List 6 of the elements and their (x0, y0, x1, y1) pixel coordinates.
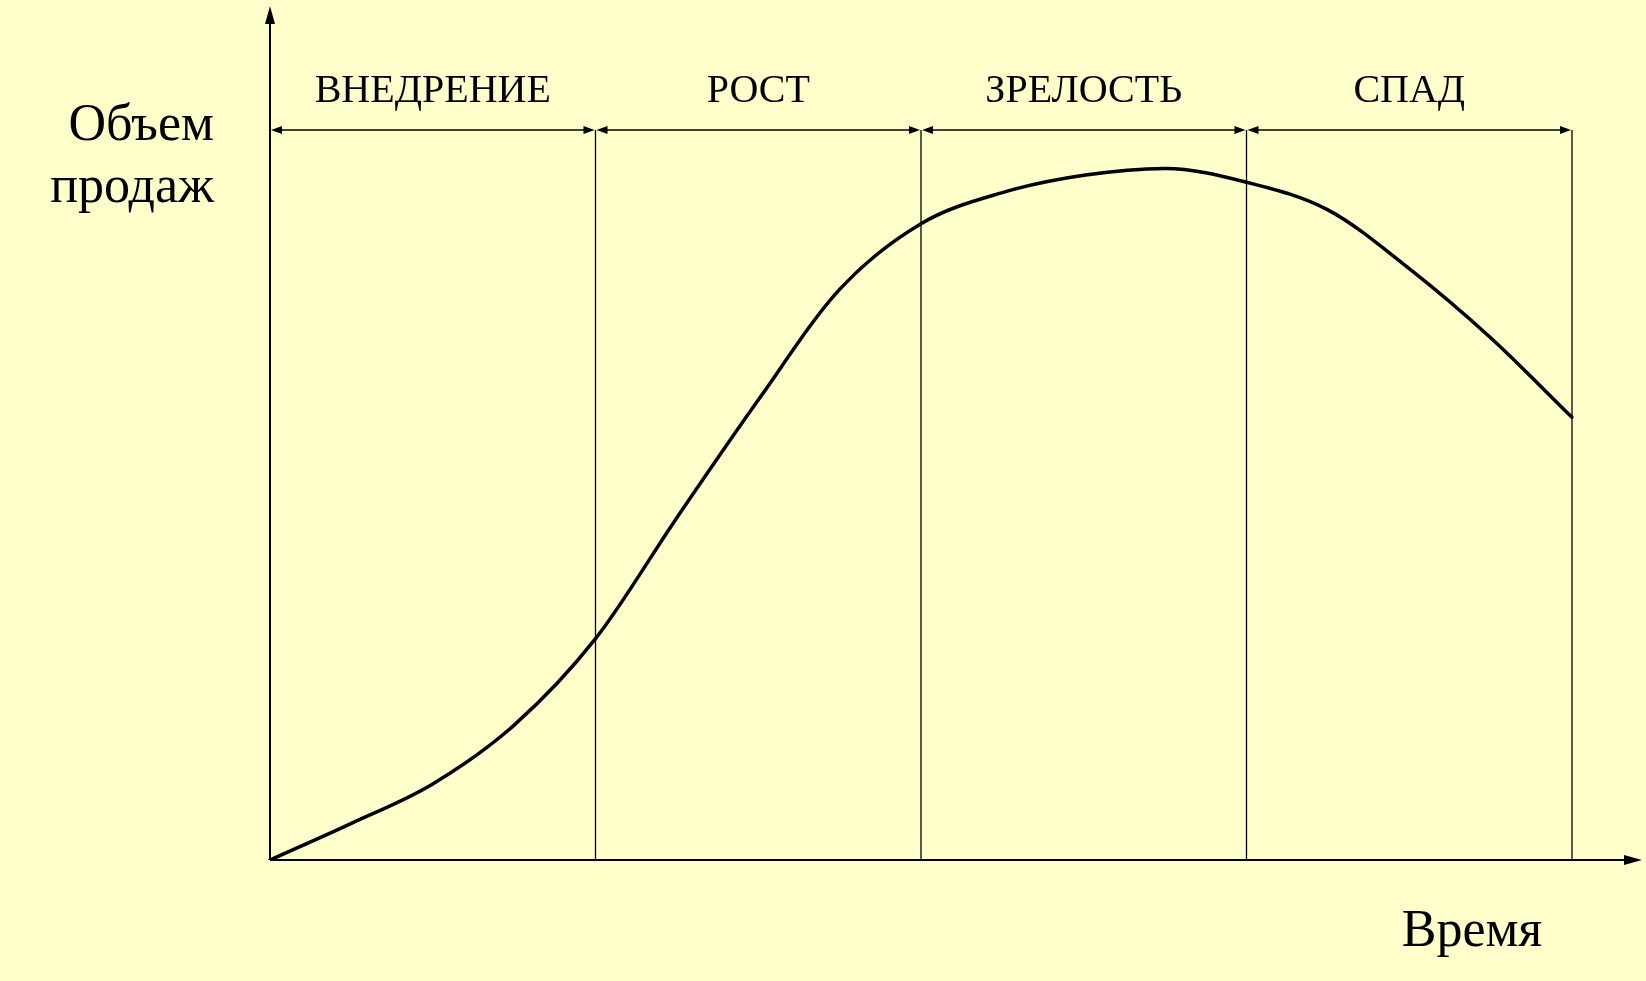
text: ЗРЕЛОСТЬ (985, 66, 1183, 111)
x-axis-title: Время (1401, 900, 1543, 957)
text: ВНЕДРЕНИЕ (314, 66, 551, 111)
text: СПАД (1353, 66, 1466, 111)
y-axis-title: Объем продаж (50, 94, 216, 213)
text: РОСТ (706, 66, 810, 111)
